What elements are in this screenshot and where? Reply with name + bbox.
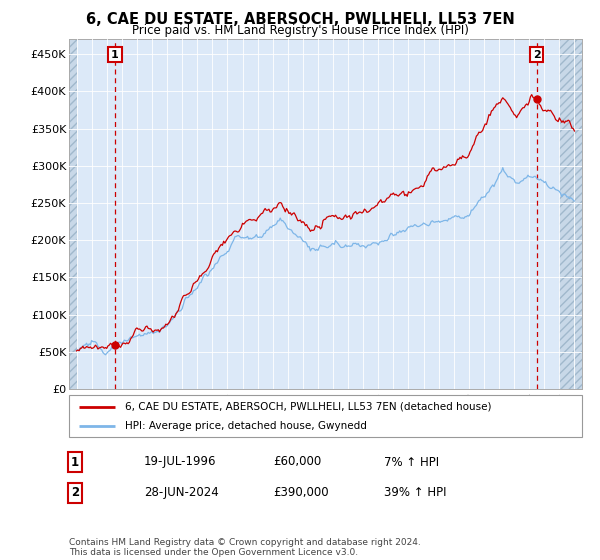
Text: 19-JUL-1996: 19-JUL-1996 [144, 455, 217, 469]
Text: 2: 2 [533, 50, 541, 60]
Text: Price paid vs. HM Land Registry's House Price Index (HPI): Price paid vs. HM Land Registry's House … [131, 24, 469, 36]
Text: HPI: Average price, detached house, Gwynedd: HPI: Average price, detached house, Gwyn… [125, 421, 367, 431]
Text: 7% ↑ HPI: 7% ↑ HPI [384, 455, 439, 469]
Text: 1: 1 [71, 455, 79, 469]
Bar [69, 39, 77, 389]
Text: 39% ↑ HPI: 39% ↑ HPI [384, 486, 446, 500]
Bar [559, 39, 582, 389]
FancyBboxPatch shape [69, 395, 582, 437]
Text: 28-JUN-2024: 28-JUN-2024 [144, 486, 219, 500]
Text: Contains HM Land Registry data © Crown copyright and database right 2024.
This d: Contains HM Land Registry data © Crown c… [69, 538, 421, 557]
Text: 2: 2 [71, 486, 79, 500]
Text: £390,000: £390,000 [273, 486, 329, 500]
Text: 6, CAE DU ESTATE, ABERSOCH, PWLLHELI, LL53 7EN: 6, CAE DU ESTATE, ABERSOCH, PWLLHELI, LL… [86, 12, 514, 27]
Bar [559, 39, 582, 389]
Text: 1: 1 [111, 50, 119, 60]
Text: 6, CAE DU ESTATE, ABERSOCH, PWLLHELI, LL53 7EN (detached house): 6, CAE DU ESTATE, ABERSOCH, PWLLHELI, LL… [125, 402, 492, 412]
Text: £60,000: £60,000 [273, 455, 321, 469]
Bar [69, 39, 77, 389]
